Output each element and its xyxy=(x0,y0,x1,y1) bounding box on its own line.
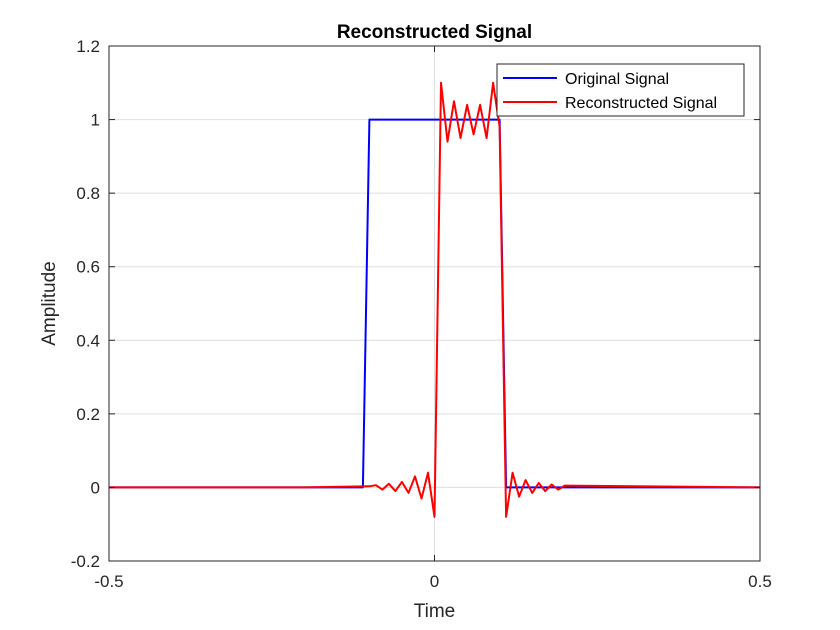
x-tick-label: 0 xyxy=(430,572,439,591)
y-axis-label: Amplitude xyxy=(39,261,60,346)
y-tick-label: 0.2 xyxy=(76,405,100,424)
y-tick-label: 1.2 xyxy=(76,37,100,56)
y-tick-label: 0.6 xyxy=(76,258,100,277)
x-axis-label: Time xyxy=(414,601,456,622)
plot-area xyxy=(109,81,761,518)
axis-ticks: -0.2 0 0.2 0.4 0.6 0.8 1 1.2 -0.5 0 0.5 xyxy=(71,37,772,591)
x-tick-label: 0.5 xyxy=(748,572,772,591)
series-line-reconstructed-signal xyxy=(109,81,761,518)
legend-label: Original Signal xyxy=(565,71,669,88)
legend: Original Signal Reconstructed Signal xyxy=(496,63,745,117)
legend-label: Reconstructed Signal xyxy=(565,95,717,112)
x-tick-label: -0.5 xyxy=(94,572,123,591)
y-tick-label: 0.4 xyxy=(76,331,100,350)
y-tick-label: -0.2 xyxy=(71,552,100,571)
y-tick-label: 0.8 xyxy=(76,184,100,203)
y-tick-label: 1 xyxy=(91,111,100,130)
y-tick-label: 0 xyxy=(91,478,100,497)
legend-box xyxy=(496,63,745,117)
chart-title: Reconstructed Signal xyxy=(337,22,532,43)
